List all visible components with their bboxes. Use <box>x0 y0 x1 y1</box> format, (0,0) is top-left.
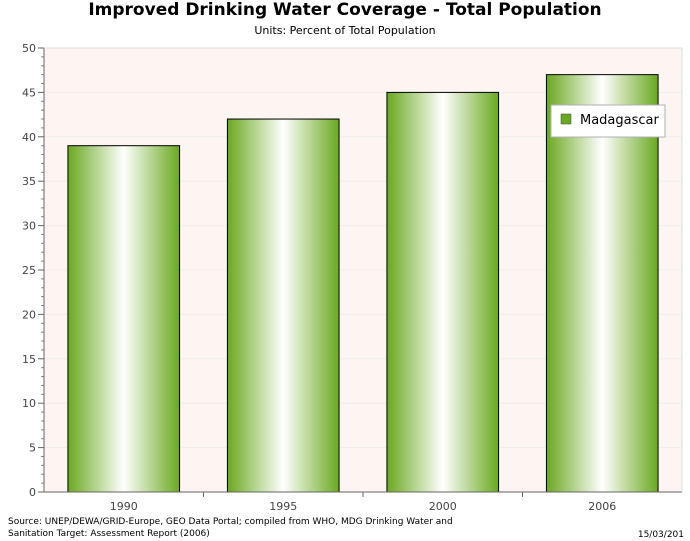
y-tick-label: 45 <box>22 86 36 99</box>
axes: 0 5 10 15 20 25 30 35 40 45 50 1990 1995 2000 2006 <box>22 42 683 513</box>
source-note: Source: UNEP/DEWA/GRID-Europe, GEO Data … <box>8 517 453 539</box>
x-tick-label: 1990 <box>110 500 138 513</box>
bar-1995 <box>226 118 340 493</box>
bar-2006 <box>545 74 659 493</box>
y-tick-label: 30 <box>22 220 36 233</box>
chart-title: Improved Drinking Water Coverage - Total… <box>88 0 602 20</box>
y-tick-label: 20 <box>22 308 36 321</box>
legend-label: Madagascar <box>580 113 660 128</box>
y-tick-label: 10 <box>22 397 36 410</box>
date-stamp: 15/03/201 <box>637 530 684 540</box>
y-tick-label: 40 <box>22 131 36 144</box>
bar-1990 <box>67 145 181 493</box>
legend: Madagascar <box>550 104 666 138</box>
x-tick-label: 2000 <box>429 500 457 513</box>
y-tick-label: 50 <box>22 42 36 55</box>
x-tick-label: 1995 <box>269 500 297 513</box>
y-tick-label: 35 <box>22 175 36 188</box>
y-tick-label: 25 <box>22 264 36 277</box>
y-tick-label: 0 <box>29 486 36 499</box>
legend-swatch <box>560 113 572 125</box>
chart-subtitle: Units: Percent of Total Population <box>254 24 436 37</box>
y-tick-label: 15 <box>22 353 36 366</box>
x-tick-label: 2006 <box>588 500 616 513</box>
bar-2000 <box>386 91 500 493</box>
bars <box>67 74 659 493</box>
y-tick-label: 5 <box>29 442 36 455</box>
